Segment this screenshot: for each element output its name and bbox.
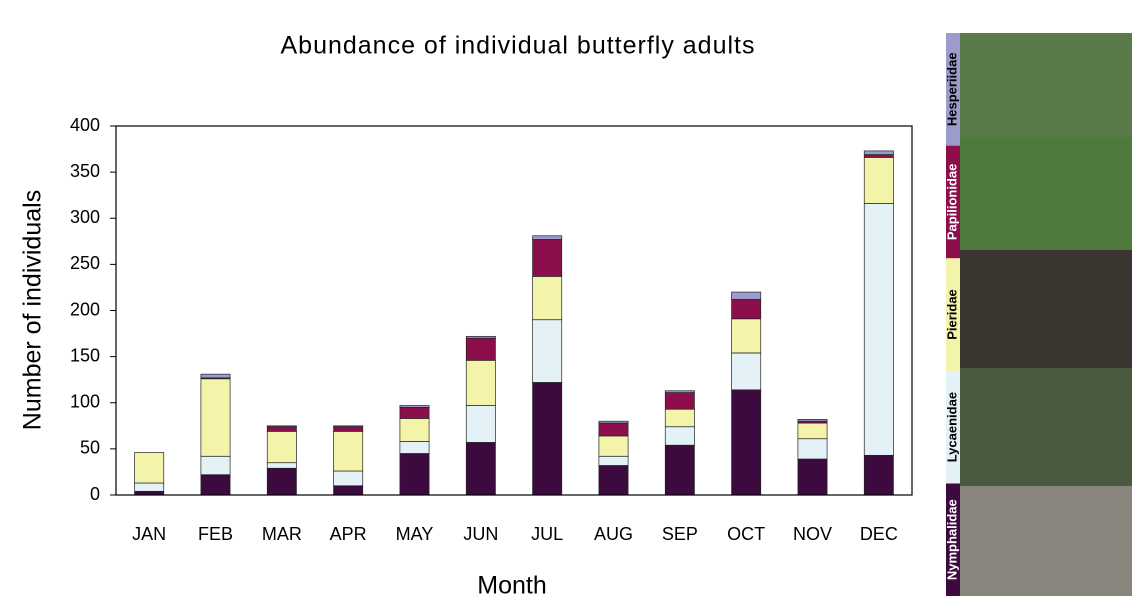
legend-swatch bbox=[946, 33, 960, 146]
photo bbox=[960, 137, 1132, 250]
bar-segment bbox=[598, 422, 629, 437]
bar-segment bbox=[532, 319, 563, 383]
bar-segment bbox=[333, 485, 364, 496]
photo bbox=[960, 368, 1132, 486]
bar-segment bbox=[863, 154, 894, 158]
bar-segment bbox=[863, 150, 894, 155]
plot-frame bbox=[115, 125, 913, 496]
legend-swatch bbox=[946, 145, 960, 259]
x-tick-label: AUG bbox=[594, 524, 633, 544]
photo bbox=[960, 486, 1132, 596]
bar-segment bbox=[731, 389, 762, 496]
legend-label: Pieridae bbox=[944, 289, 959, 340]
bar-segment bbox=[200, 373, 231, 379]
bar-segment bbox=[465, 442, 496, 496]
y-tick-label: 400 bbox=[70, 115, 100, 135]
x-tick-label: JUL bbox=[531, 524, 563, 544]
bar-segment bbox=[664, 392, 695, 410]
bar-segment bbox=[532, 239, 563, 277]
bar-segment bbox=[399, 407, 430, 419]
legend-swatch bbox=[946, 483, 960, 596]
y-tick-label: 250 bbox=[70, 253, 100, 273]
bar-segment bbox=[598, 420, 629, 424]
x-axis-label: Month bbox=[477, 572, 546, 599]
y-tick-label: 100 bbox=[70, 392, 100, 412]
photo-column bbox=[960, 33, 1132, 596]
bar-segment bbox=[664, 408, 695, 428]
bar-segment bbox=[465, 405, 496, 443]
legend-label: Papilionidae bbox=[944, 164, 959, 241]
photo bbox=[960, 250, 1132, 368]
y-axis-label: Number of individuals bbox=[19, 190, 47, 430]
bar-segment bbox=[266, 430, 297, 464]
bar-segment bbox=[200, 378, 231, 457]
bar-segment bbox=[399, 453, 430, 496]
photo bbox=[960, 33, 1132, 137]
bar-segment bbox=[731, 318, 762, 354]
bar-segment bbox=[134, 452, 165, 484]
x-tick-label: MAR bbox=[262, 524, 302, 544]
bar-segment bbox=[134, 482, 165, 492]
bar-segment bbox=[465, 359, 496, 406]
x-tick-label: MAY bbox=[396, 524, 434, 544]
bar-segment bbox=[266, 426, 297, 432]
y-tick-label: 0 bbox=[90, 484, 100, 504]
bar-segment bbox=[664, 390, 695, 393]
bar-segment bbox=[266, 462, 297, 469]
bar-segment bbox=[465, 335, 496, 339]
bar-segment bbox=[333, 426, 364, 432]
bar-segment bbox=[399, 418, 430, 442]
y-tick-label: 350 bbox=[70, 161, 100, 181]
x-tick-label: FEB bbox=[198, 524, 233, 544]
bar-segment bbox=[598, 465, 629, 496]
bar-segment bbox=[200, 455, 231, 476]
x-tick-label: DEC bbox=[860, 524, 898, 544]
bar-segment bbox=[664, 426, 695, 446]
bar-segment bbox=[266, 467, 297, 496]
x-tick-label: APR bbox=[330, 524, 367, 544]
chart-title: Abundance of individual butterfly adults bbox=[280, 32, 755, 60]
bar-segment bbox=[333, 425, 364, 428]
bar-segment bbox=[399, 441, 430, 454]
bar-segment bbox=[333, 470, 364, 487]
bar-segment bbox=[399, 405, 430, 408]
bar-segment bbox=[532, 382, 563, 496]
x-tick-label: SEP bbox=[662, 524, 698, 544]
y-tick-label: 150 bbox=[70, 345, 100, 365]
legend-swatch bbox=[946, 258, 960, 371]
legend-label: Nymphalidae bbox=[944, 499, 959, 580]
x-tick-label: JAN bbox=[132, 524, 166, 544]
bar-segment bbox=[797, 419, 828, 422]
bar-segment bbox=[598, 435, 629, 457]
legend-label: Hesperiidae bbox=[944, 52, 959, 126]
bar-segment bbox=[664, 444, 695, 496]
bar-segment bbox=[532, 276, 563, 321]
bar-segment bbox=[200, 474, 231, 496]
legend-label: Lycaenidae bbox=[944, 392, 959, 462]
x-tick-label: NOV bbox=[793, 524, 832, 544]
bar-segment bbox=[797, 422, 828, 440]
bar-segment bbox=[731, 291, 762, 300]
bar-segment bbox=[266, 425, 297, 428]
bar-segment bbox=[797, 438, 828, 460]
bar-segment bbox=[863, 203, 894, 456]
bar-segment bbox=[532, 235, 563, 240]
y-tick-label: 50 bbox=[80, 438, 100, 458]
bar-segment bbox=[333, 430, 364, 472]
bar-segment bbox=[863, 454, 894, 496]
y-tick-label: 200 bbox=[70, 299, 100, 319]
x-tick-label: JUN bbox=[463, 524, 498, 544]
bar-segment bbox=[731, 352, 762, 391]
bar-segment bbox=[731, 299, 762, 320]
background bbox=[0, 0, 930, 599]
bar-segment bbox=[863, 157, 894, 204]
bar-segment bbox=[598, 455, 629, 466]
x-tick-label: OCT bbox=[727, 524, 765, 544]
bar-segment bbox=[465, 337, 496, 361]
legend-swatch bbox=[946, 370, 960, 484]
y-tick-label: 300 bbox=[70, 207, 100, 227]
bar-segment bbox=[797, 458, 828, 496]
